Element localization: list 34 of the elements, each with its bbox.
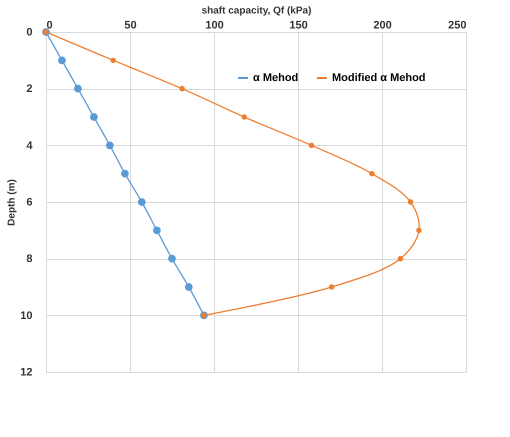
point [369,170,375,176]
x-tick-label: 150 [289,20,308,32]
point [242,114,247,120]
x-tick-label: 0 [46,20,53,32]
point [74,84,82,93]
point [121,170,129,178]
legend-label: Modified α Mehod [332,72,426,84]
point [58,56,66,64]
y-tick-label: 6 [26,196,32,208]
x-tick-label: 200 [373,20,392,32]
point [110,58,116,64]
x-tick-label: 250 [448,20,466,32]
point [308,142,314,148]
point [179,86,185,92]
x-tick-label: 100 [205,20,224,32]
y-tick-label: 10 [20,310,32,322]
point [184,283,193,291]
y-tick-label: 4 [26,140,34,152]
point [153,226,161,234]
point [398,256,404,262]
y-tick-label: 12 [20,366,32,378]
y-tick-label: 8 [26,253,32,266]
point [90,113,98,121]
x-tick-label: 50 [124,20,137,32]
point [106,141,114,150]
point [168,254,176,263]
y-tick-label: 2 [26,83,32,96]
point [328,284,334,290]
point [138,198,146,206]
y-axis-title: Depth (m) [6,179,18,226]
point [416,228,422,234]
point [408,199,414,205]
legend-label: α Mehod [253,72,298,84]
x-axis-title: shaft capacity, Qf (kPa) [202,6,312,16]
